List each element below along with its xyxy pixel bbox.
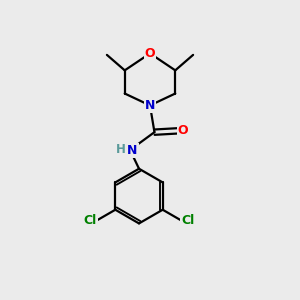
- Text: O: O: [145, 47, 155, 60]
- Text: N: N: [145, 99, 155, 112]
- Text: O: O: [178, 124, 188, 137]
- Text: N: N: [127, 143, 138, 157]
- Text: Cl: Cl: [84, 214, 97, 227]
- Text: H: H: [116, 143, 126, 156]
- Text: Cl: Cl: [181, 214, 194, 227]
